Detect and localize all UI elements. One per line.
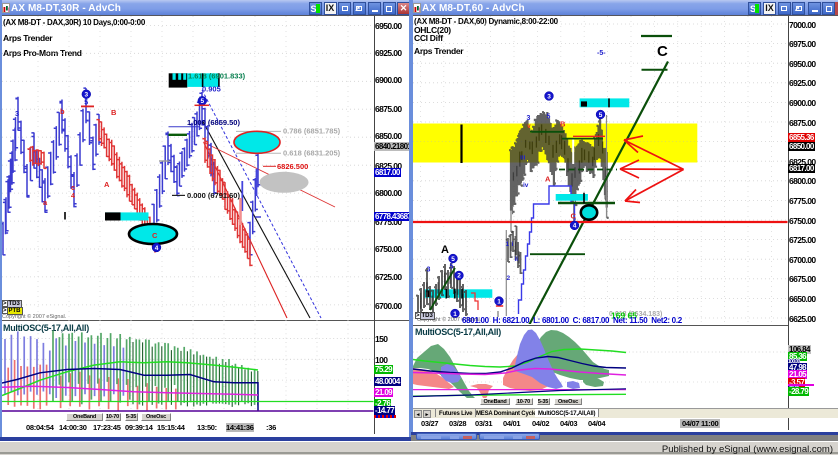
svg-text:3: 3	[427, 267, 431, 274]
svg-text:1: 1	[506, 241, 510, 248]
svg-text:0.618 (6831.205): 0.618 (6831.205)	[283, 148, 341, 157]
svg-text:5: 5	[450, 264, 454, 271]
svg-text:3: 3	[84, 92, 88, 99]
svg-text:2: 2	[457, 273, 461, 280]
svg-text:5: 5	[599, 112, 603, 119]
svg-text:4: 4	[573, 223, 577, 230]
svg-text:5: 5	[547, 114, 551, 121]
svg-text:C: C	[657, 43, 668, 60]
svg-text:-5-: -5-	[597, 50, 606, 57]
svg-text:1: 1	[497, 298, 501, 305]
svg-text:A: A	[441, 244, 449, 256]
svg-text:3: 3	[15, 109, 19, 118]
svg-text:c: c	[71, 183, 75, 192]
svg-text:0.905: 0.905	[202, 85, 221, 94]
svg-text:4: 4	[71, 193, 75, 200]
svg-text:v: v	[527, 123, 531, 130]
svg-text:5: 5	[451, 256, 455, 263]
svg-text:iii: iii	[520, 155, 526, 162]
svg-text:4: 4	[155, 245, 159, 252]
svg-text:B: B	[560, 119, 566, 128]
svg-text:6826.500: 6826.500	[277, 162, 308, 171]
svg-text:iv: iv	[523, 182, 529, 189]
svg-text:ii: ii	[515, 256, 519, 263]
svg-text:b: b	[60, 107, 65, 116]
svg-text:0.786 (6851.785): 0.786 (6851.785)	[283, 127, 341, 136]
svg-text:A: A	[545, 175, 551, 184]
svg-text:C: C	[571, 212, 577, 221]
svg-text:5: 5	[200, 98, 204, 105]
svg-text:5: 5	[84, 99, 88, 106]
svg-text:1.000 (6859.50): 1.000 (6859.50)	[187, 118, 240, 127]
svg-text:B: B	[111, 108, 117, 117]
svg-text:C: C	[152, 231, 158, 240]
svg-text:2: 2	[507, 275, 511, 282]
svg-text:0.000 (6791.60): 0.000 (6791.60)	[187, 191, 240, 200]
svg-text:A: A	[104, 180, 110, 189]
svg-text:1.618 (6901.833): 1.618 (6901.833)	[188, 72, 246, 81]
svg-text:a: a	[43, 198, 48, 207]
svg-text:3: 3	[547, 93, 551, 100]
svg-text:3: 3	[527, 115, 531, 122]
svg-text:i: i	[512, 241, 514, 248]
